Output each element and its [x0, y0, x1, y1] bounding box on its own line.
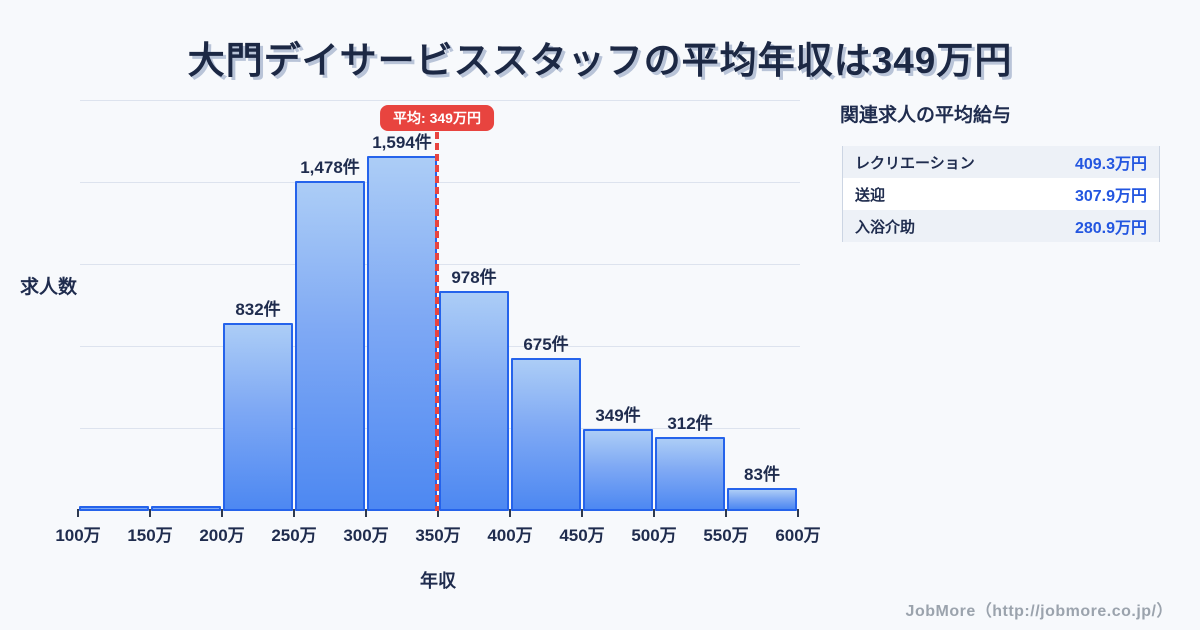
bar-450万-500万 — [583, 429, 653, 511]
x-tick-mark — [293, 509, 295, 517]
bar-500万-550万 — [655, 437, 725, 511]
related-job-label: 送迎 — [855, 186, 886, 204]
x-tick-mark — [365, 509, 367, 517]
x-tick-mark — [653, 509, 655, 517]
bar-100万-150万 — [79, 506, 149, 511]
bar-200万-250万 — [223, 323, 293, 511]
bar-300万-350万 — [367, 156, 437, 511]
x-tick-label: 500万 — [631, 526, 677, 545]
gridline — [80, 100, 800, 101]
x-tick-label: 600万 — [775, 526, 821, 545]
x-tick-mark — [221, 509, 223, 517]
bar-150万-200万 — [151, 506, 221, 511]
x-tick-mark — [437, 509, 439, 517]
related-job-row: 入浴介助 280.9万円 — [843, 210, 1159, 242]
bar-value-label: 1,594件 — [372, 133, 432, 152]
bar-value-label: 83件 — [744, 465, 780, 484]
bar-350万-400万 — [439, 291, 509, 511]
related-job-row: レクリエーション 409.3万円 — [843, 146, 1159, 178]
x-tick-label: 550万 — [703, 526, 749, 545]
gridline — [80, 264, 800, 265]
related-job-value: 409.3万円 — [1074, 156, 1147, 173]
page-title: 大門デイサービススタッフの平均年収は349万円 — [187, 40, 1013, 81]
x-tick-label: 400万 — [487, 526, 533, 545]
x-tick-label: 300万 — [343, 526, 389, 545]
x-tick-label: 100万 — [55, 526, 101, 545]
x-tick-mark — [77, 509, 79, 517]
bar-250万-300万 — [295, 181, 365, 511]
related-job-row: 送迎 307.9万円 — [843, 178, 1159, 210]
y-axis-title: 求人数 — [20, 277, 78, 298]
related-jobs-table: レクリエーション 409.3万円送迎 307.9万円入浴介助 280.9万円 — [842, 146, 1160, 242]
bar-value-label: 978件 — [451, 268, 497, 287]
x-tick-mark — [725, 509, 727, 517]
bar-value-label: 312件 — [667, 414, 713, 433]
bar-value-label: 1,478件 — [300, 158, 360, 177]
x-tick-label: 200万 — [199, 526, 245, 545]
bar-400万-450万 — [511, 358, 581, 511]
x-tick-label: 350万 — [415, 526, 461, 545]
gridline — [80, 182, 800, 183]
x-tick-mark — [797, 509, 799, 517]
histogram-bars: 832件 1,478件 1,594件 978件 675件 349件 312件 83件 — [78, 100, 798, 511]
x-tick-label: 450万 — [559, 526, 605, 545]
average-line — [435, 132, 439, 511]
x-tick-mark — [581, 509, 583, 517]
related-job-label: レクリエーション — [855, 154, 975, 172]
bar-value-label: 832件 — [235, 300, 281, 319]
related-jobs-heading: 関連求人の平均給与 — [840, 105, 1012, 126]
related-job-value: 280.9万円 — [1074, 220, 1147, 237]
x-axis-title: 年収 — [420, 571, 456, 591]
x-tick-label: 250万 — [271, 526, 317, 545]
x-tick-mark — [509, 509, 511, 517]
footer-credit: JobMore（http://jobmore.co.jp/） — [905, 603, 1173, 620]
related-job-value: 307.9万円 — [1074, 188, 1147, 205]
bar-value-label: 675件 — [523, 335, 569, 354]
average-badge: 平均: 349万円 — [380, 105, 494, 131]
x-tick-mark — [149, 509, 151, 517]
related-job-label: 入浴介助 — [855, 218, 916, 236]
bar-value-label: 349件 — [595, 406, 641, 425]
bar-550万-600万 — [727, 488, 797, 511]
x-tick-label: 150万 — [127, 526, 173, 545]
